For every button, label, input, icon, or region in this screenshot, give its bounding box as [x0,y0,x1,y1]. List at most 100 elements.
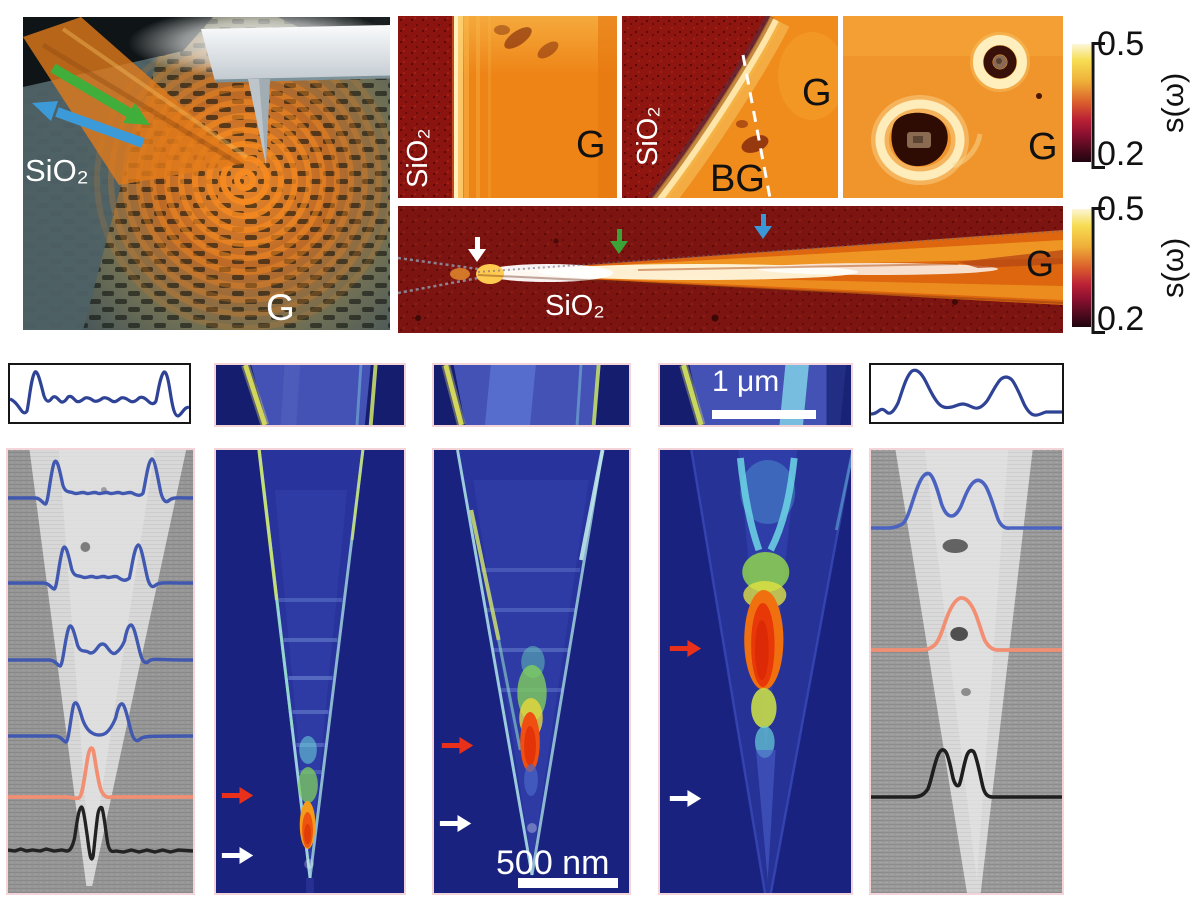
topography-panel-left [6,448,195,895]
line-profile-black [8,805,193,861]
schematic-3d-panel: SiO₂ G [23,17,390,330]
hotspot-green [298,767,318,803]
ribbon-wide-map-3: 1 μm [658,363,853,427]
position-arrow-blue-icon [754,214,772,239]
sio2-area [622,16,770,198]
nearfield-taper-2-graphic [434,450,629,893]
substrate-label: SiO₂ [545,290,605,322]
nearfield-right-graphic [843,16,1063,198]
resonance-arrow-red-icon [221,787,254,804]
colorbar-bottom [1072,209,1091,327]
nearfield-image-left: SiO₂ G [398,16,617,198]
hotspot-core [755,620,769,680]
taper-left-edge [690,450,767,893]
inner-dark-slit [958,250,1063,268]
taper-left-edge-cyan [497,639,522,751]
hotspot-core [304,824,311,844]
funnel-arm-left [736,457,763,552]
right-shade [598,16,617,198]
taper-tail [755,750,776,880]
taper-overview-panel: SiO₂ G [398,206,1063,333]
graphene-label: G [266,287,295,328]
dust-dot [711,314,719,322]
taper-left-edge-green [257,450,279,601]
beam-fringe-light [61,27,249,159]
line-profile-salmon [8,746,193,801]
taper-bright-center [924,450,1009,880]
taper-right-edge [769,453,851,893]
apex-dim-tail [450,268,470,280]
tip-arrow-white-icon [439,815,472,832]
hot-core-white [483,264,613,282]
topography-panel-right [869,448,1064,895]
graphene-label: G [1026,243,1055,284]
edge-bright-fringe [454,16,458,198]
profile-plot-right [869,363,1064,424]
nearfield-image-middle: SiO₂ G BG [622,16,838,198]
nearfield-left-graphic [398,16,617,198]
dust-dot [415,315,421,321]
scalebar-bottom-label: 500 nm [496,844,610,882]
edge-shadow-band [648,16,775,198]
afm-cantilever [201,25,390,81]
defect-spot [80,542,91,552]
defect-blob-2 [537,41,559,59]
nearfield-taper-map-1 [214,448,406,895]
taper-left-edge [456,450,534,876]
tip-arrow-white-icon [669,790,702,807]
taper-right-edge-bright [579,450,605,561]
topography-right-graphic [871,450,1062,893]
taper-right-edge-green [350,450,365,541]
defect-blob-small [736,120,748,128]
edge-fringe-2 [476,16,480,198]
wedge-upper-band [478,240,1063,273]
colorbar-bottom-max: 0.5 [1097,190,1145,228]
edge-bright-fade [458,16,463,198]
graphene-label: G [1028,126,1058,168]
tip-arrow-white-icon [221,847,254,864]
defect-blob-3 [494,25,510,35]
nearfield-taper-3-graphic [660,450,851,893]
topography-left-graphic [8,450,193,893]
afm-tip-shade [259,79,270,165]
wedge-lower-band [478,273,1063,300]
colorbar-top-max: 0.5 [1097,25,1145,63]
graphene-label: G [576,124,606,166]
colorbar-bottom-min: 0.2 [1097,300,1145,338]
apex-faint-blob [304,859,314,869]
edge-shadow [452,16,454,198]
ribbon-edge-dotted-top [398,256,479,271]
schematic-graphic [23,17,390,330]
cantilever-edge [214,75,390,83]
tip-position-arrow-white-icon [468,237,486,262]
substrate-label: SiO₂ [402,128,434,188]
profile-left-curve [10,370,189,418]
profile-plot-left [8,363,191,424]
dust-dot [952,299,958,305]
ribbon-wide-map-2 [432,363,631,427]
nearfield-taper-1-graphic [216,450,404,893]
ribbon-wide-map-2-graphic [434,365,629,425]
defect-spot [950,627,968,641]
hotspot-fade [524,764,538,796]
top-highlight [843,16,1063,56]
bright-patch [778,32,838,120]
funnel-glow [740,460,796,524]
defect-blob-1 [504,27,532,49]
small-defect-dot [1036,93,1042,99]
apex-faint-blob [527,823,537,833]
colorbar-bottom-title: s(ω) [1155,237,1190,298]
ribbon-wide-map-1-graphic [216,365,404,425]
scattered-light-arrow-icon [32,101,145,148]
hotspot-core [524,726,536,766]
line-profile-salmon [871,596,1062,652]
colorbar-top-min: 0.2 [1097,135,1145,173]
funnel-arm-right [767,457,798,552]
resonance-arrow-red-icon [441,737,474,754]
apex-bright-blob [476,264,504,284]
position-arrow-green-icon [610,229,628,254]
nearfield-image-right: G [843,16,1063,198]
nearfield-taper-map-2: 500 nm [432,448,631,895]
edge-bright-fringe [657,18,779,198]
